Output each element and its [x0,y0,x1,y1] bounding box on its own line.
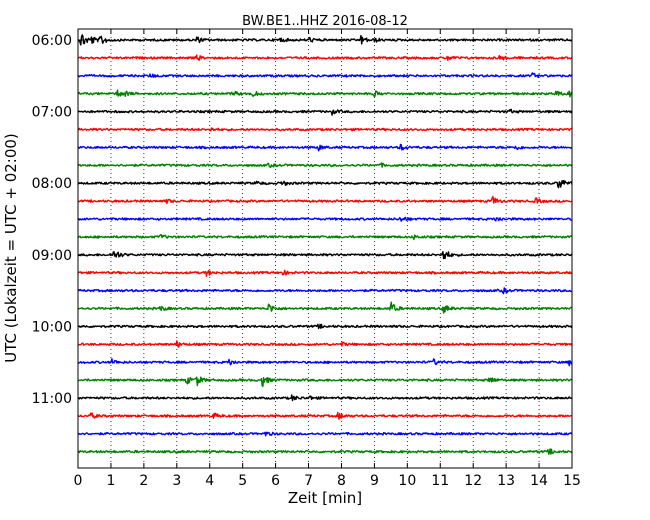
seismic-trace [77,448,573,455]
seismic-trace [77,376,573,387]
x-axis-label: Zeit [min] [288,489,362,507]
y-axis-label: UTC (Lokalzeit = UTC + 02:00) [2,133,20,363]
seismic-trace [77,323,573,330]
x-tick-label: 0 [74,473,83,489]
seismic-trace [77,216,573,222]
y-tick-label: 09:00 [32,248,72,264]
seismic-trace [77,394,573,402]
x-tick-label: 7 [304,473,313,489]
y-tick-label: 06:00 [32,33,72,49]
x-tick-label: 8 [337,473,346,489]
seismic-trace [77,431,573,437]
x-tick-label: 2 [139,473,148,489]
chart-title: BW.BE1..HHZ 2016-08-12 [242,14,408,29]
x-tick-label: 12 [464,473,482,489]
x-axis-ticks: 0 1 2 3 4 5 6 7 8 9 10 11 12 13 14 15 [74,29,581,489]
plot-frame [77,28,573,469]
seismic-trace [77,34,573,46]
seismic-trace [77,54,573,61]
seismic-trace [77,127,573,132]
seismic-trace [77,72,573,79]
seismic-trace [77,287,573,295]
x-tick-label: 5 [238,473,247,489]
x-tick-label: 3 [172,473,181,489]
seismic-trace [77,143,573,152]
y-tick-label: 10:00 [32,319,72,335]
y-tick-label: 11:00 [32,391,72,407]
seismic-trace [77,340,573,348]
seismic-trace [77,251,573,260]
x-tick-label: 11 [431,473,449,489]
seismic-trace [77,89,573,98]
x-tick-label: 1 [106,473,115,489]
seismic-trace [77,234,573,241]
y-tick-label: 08:00 [32,176,72,192]
x-tick-label: 6 [271,473,280,489]
seismic-trace [77,195,573,205]
seismic-trace [77,411,573,420]
seismic-trace [77,269,572,277]
y-axis-ticks: 06:00 07:00 08:00 09:00 10:00 11:00 [32,33,83,407]
x-tick-label: 9 [370,473,379,489]
seismic-trace [77,162,573,169]
trace-group [77,34,573,455]
x-tick-label: 4 [205,473,214,489]
x-tick-label: 13 [497,473,515,489]
x-tick-label: 14 [530,473,548,489]
x-tick-label: 15 [563,473,581,489]
seismic-trace [77,108,573,116]
seismic-trace [77,180,573,189]
y-tick-label: 07:00 [32,105,72,121]
x-tick-label: 10 [398,473,416,489]
seismic-trace [77,358,573,367]
seismic-trace [77,301,573,314]
